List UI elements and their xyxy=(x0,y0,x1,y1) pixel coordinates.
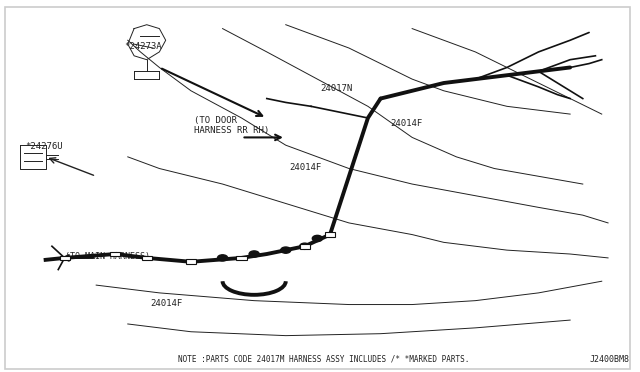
Text: 24014F: 24014F xyxy=(289,163,321,172)
Text: 24014F: 24014F xyxy=(390,119,422,128)
Circle shape xyxy=(300,243,310,249)
Bar xyxy=(186,259,196,264)
Circle shape xyxy=(281,247,291,253)
Bar xyxy=(141,256,152,260)
Text: *24276U: *24276U xyxy=(26,142,63,151)
Text: 24014F: 24014F xyxy=(150,299,182,308)
Bar xyxy=(236,256,246,260)
Text: (TO DOOR
HARNESS RR RH): (TO DOOR HARNESS RR RH) xyxy=(194,116,269,135)
Bar xyxy=(60,256,70,260)
Text: J2400BM8: J2400BM8 xyxy=(589,355,629,363)
Circle shape xyxy=(312,235,323,241)
Text: NOTE :PARTS CODE 24017M HARNESS ASSY INCLUDES /* *MARKED PARTS.: NOTE :PARTS CODE 24017M HARNESS ASSY INC… xyxy=(179,355,470,363)
Bar xyxy=(300,244,310,248)
Bar xyxy=(325,232,335,237)
Text: 24017N: 24017N xyxy=(321,84,353,93)
Text: (TO MAIN HARNESS): (TO MAIN HARNESS) xyxy=(65,252,150,261)
Circle shape xyxy=(249,251,259,257)
Bar xyxy=(110,252,120,256)
Circle shape xyxy=(218,255,228,261)
Text: *24273A: *24273A xyxy=(125,42,163,51)
